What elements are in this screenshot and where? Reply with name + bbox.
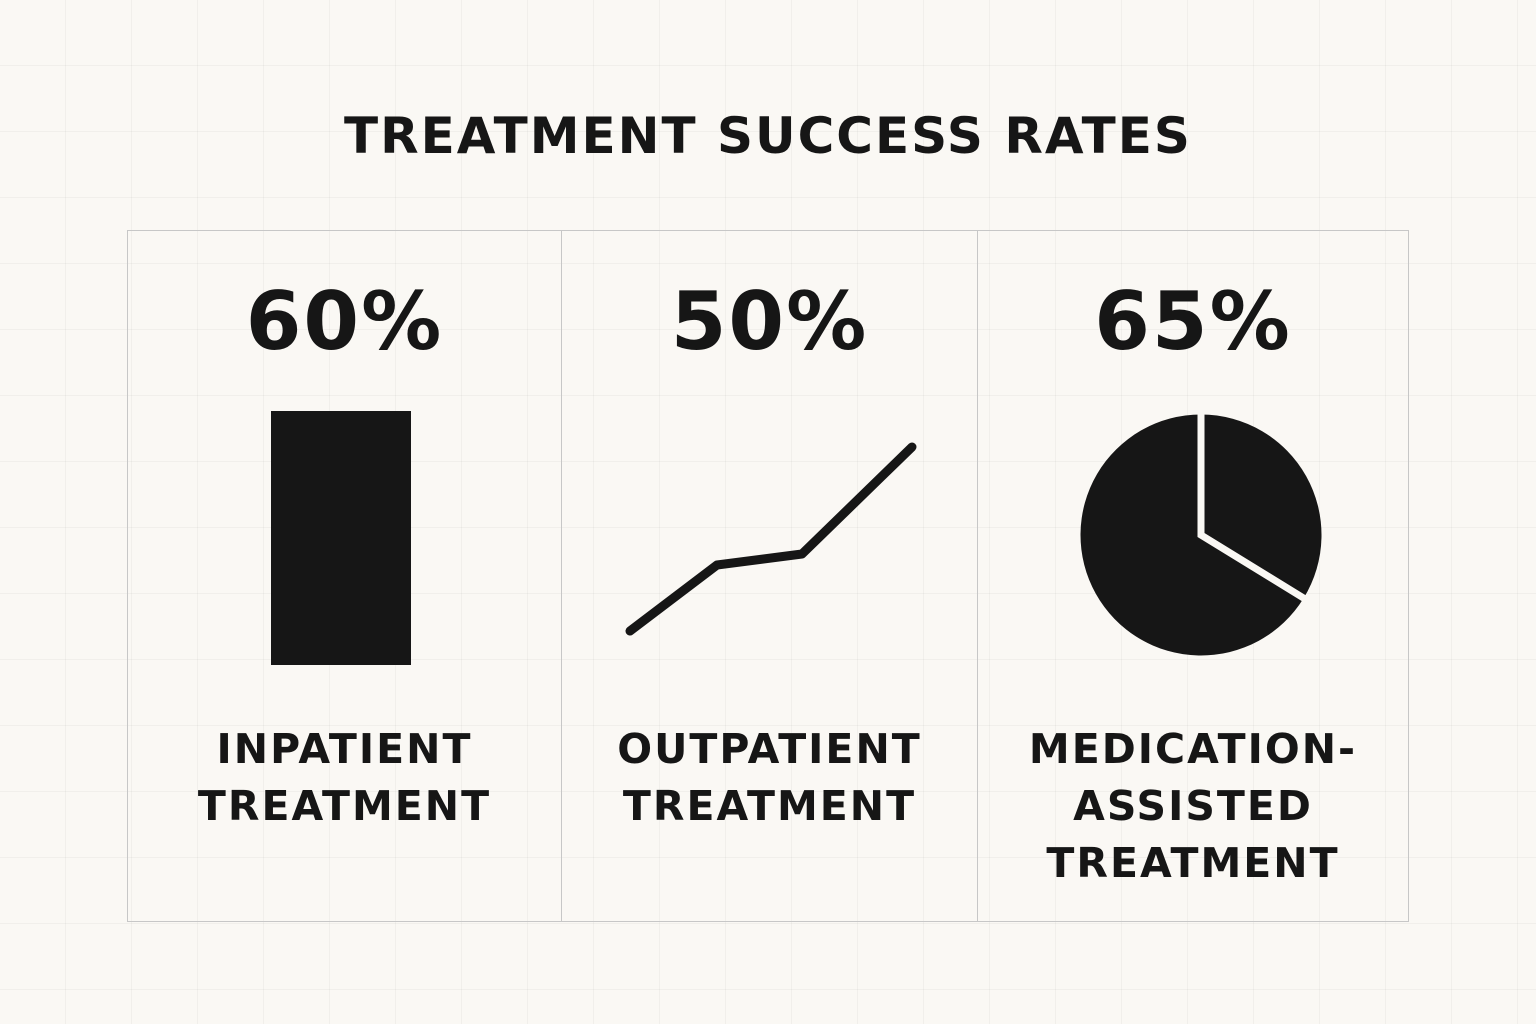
chart-title: TREATMENT SUCCESS RATES: [344, 107, 1192, 165]
pie-slice-major: [1080, 414, 1304, 656]
category-label-line: TREATMENT: [1046, 839, 1340, 887]
category-label-line: TREATMENT: [622, 782, 917, 830]
category-label-inpatient: INPATIENT TREATMENT: [128, 721, 561, 835]
category-label-line: MEDICATION-: [1028, 725, 1358, 773]
value-label-inpatient: 60%: [245, 275, 444, 368]
category-label-line: OUTPATIENT: [617, 725, 922, 773]
trend-line-mark: [625, 442, 917, 636]
stat-panel-outpatient: 50% OUTPATIENT TREATMENT: [561, 231, 977, 921]
stat-panel-medication-assisted: 65% MEDICATION- ASSISTED TREATMENT: [977, 231, 1408, 921]
bar-mark-inpatient: [271, 411, 411, 665]
bar-chart-icon: [271, 411, 411, 665]
pie-slice-divider: [1197, 407, 1312, 605]
category-label-outpatient: OUTPATIENT TREATMENT: [562, 721, 977, 835]
category-label-line: ASSISTED: [1073, 782, 1313, 830]
stat-panel-inpatient: 60% INPATIENT TREATMENT: [128, 231, 561, 921]
stats-panel-grid: 60% INPATIENT TREATMENT 50% OUTPATIENT T…: [127, 230, 1409, 922]
pie-chart-icon: [1080, 407, 1322, 656]
category-label-line: INPATIENT: [216, 725, 473, 773]
value-label-outpatient: 50%: [670, 275, 869, 368]
value-label-medication-assisted: 65%: [1094, 275, 1292, 368]
line-chart-icon: [625, 442, 917, 636]
category-label-line: TREATMENT: [197, 782, 492, 830]
category-label-medication-assisted: MEDICATION- ASSISTED TREATMENT: [978, 721, 1408, 892]
